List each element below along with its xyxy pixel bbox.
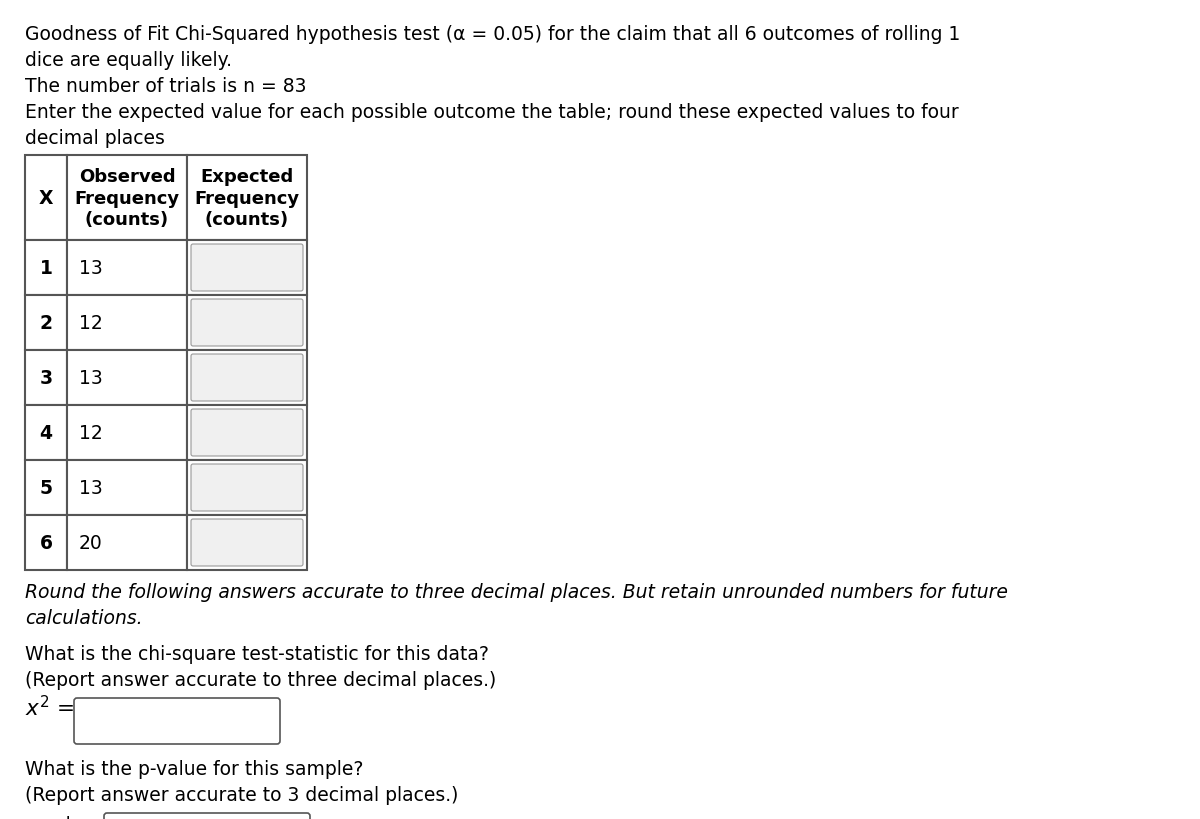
Text: $\mathit{x}^{2}$ =: $\mathit{x}^{2}$ = <box>25 694 74 719</box>
Bar <box>67 460 187 515</box>
Bar <box>187 515 307 570</box>
FancyBboxPatch shape <box>191 519 304 566</box>
Bar <box>187 460 307 515</box>
Bar <box>25 351 67 405</box>
Bar <box>67 156 187 241</box>
Bar <box>67 405 187 460</box>
Bar <box>67 241 187 296</box>
Text: 2: 2 <box>40 314 53 333</box>
FancyBboxPatch shape <box>191 464 304 511</box>
Bar <box>187 156 307 241</box>
Bar <box>25 156 67 241</box>
FancyBboxPatch shape <box>191 300 304 346</box>
Text: Goodness of Fit Chi-Squared hypothesis test (α = 0.05) for the claim that all 6 : Goodness of Fit Chi-Squared hypothesis t… <box>25 25 960 44</box>
Text: 12: 12 <box>79 423 103 442</box>
Text: 20: 20 <box>79 533 103 552</box>
Text: p-value =: p-value = <box>25 815 116 819</box>
FancyBboxPatch shape <box>104 813 310 819</box>
Bar <box>67 515 187 570</box>
Text: 13: 13 <box>79 478 103 497</box>
Text: 4: 4 <box>40 423 53 442</box>
Bar <box>25 515 67 570</box>
Text: X: X <box>38 188 53 208</box>
Text: (Report answer accurate to three decimal places.): (Report answer accurate to three decimal… <box>25 670 497 689</box>
Text: The number of trials is n = 83: The number of trials is n = 83 <box>25 77 306 96</box>
Bar <box>25 296 67 351</box>
Text: Enter the expected value for each possible outcome the table; round these expect: Enter the expected value for each possib… <box>25 103 959 122</box>
Text: 13: 13 <box>79 369 103 387</box>
FancyBboxPatch shape <box>74 698 280 744</box>
FancyBboxPatch shape <box>191 245 304 292</box>
Bar <box>187 241 307 296</box>
Bar <box>187 405 307 460</box>
Text: Expected
Frequency
(counts): Expected Frequency (counts) <box>194 168 300 229</box>
Text: What is the chi-square test-statistic for this data?: What is the chi-square test-statistic fo… <box>25 645 488 663</box>
Text: calculations.: calculations. <box>25 609 143 627</box>
Text: 13: 13 <box>79 259 103 278</box>
FancyBboxPatch shape <box>191 410 304 456</box>
Text: decimal places: decimal places <box>25 129 164 148</box>
Text: (Report answer accurate to 3 decimal places.): (Report answer accurate to 3 decimal pla… <box>25 785 458 804</box>
Text: 5: 5 <box>40 478 53 497</box>
Text: Observed
Frequency
(counts): Observed Frequency (counts) <box>74 168 180 229</box>
Text: 1: 1 <box>40 259 53 278</box>
Text: Round the following answers accurate to three decimal places. But retain unround: Round the following answers accurate to … <box>25 582 1008 601</box>
Text: What is the p-value for this sample?: What is the p-value for this sample? <box>25 759 364 778</box>
Bar <box>67 296 187 351</box>
Bar <box>25 460 67 515</box>
Bar <box>67 351 187 405</box>
Text: dice are equally likely.: dice are equally likely. <box>25 51 232 70</box>
Bar <box>25 241 67 296</box>
Text: 12: 12 <box>79 314 103 333</box>
Bar <box>187 351 307 405</box>
Bar <box>187 296 307 351</box>
FancyBboxPatch shape <box>191 355 304 401</box>
Bar <box>25 405 67 460</box>
Text: 3: 3 <box>40 369 53 387</box>
Text: 6: 6 <box>40 533 53 552</box>
